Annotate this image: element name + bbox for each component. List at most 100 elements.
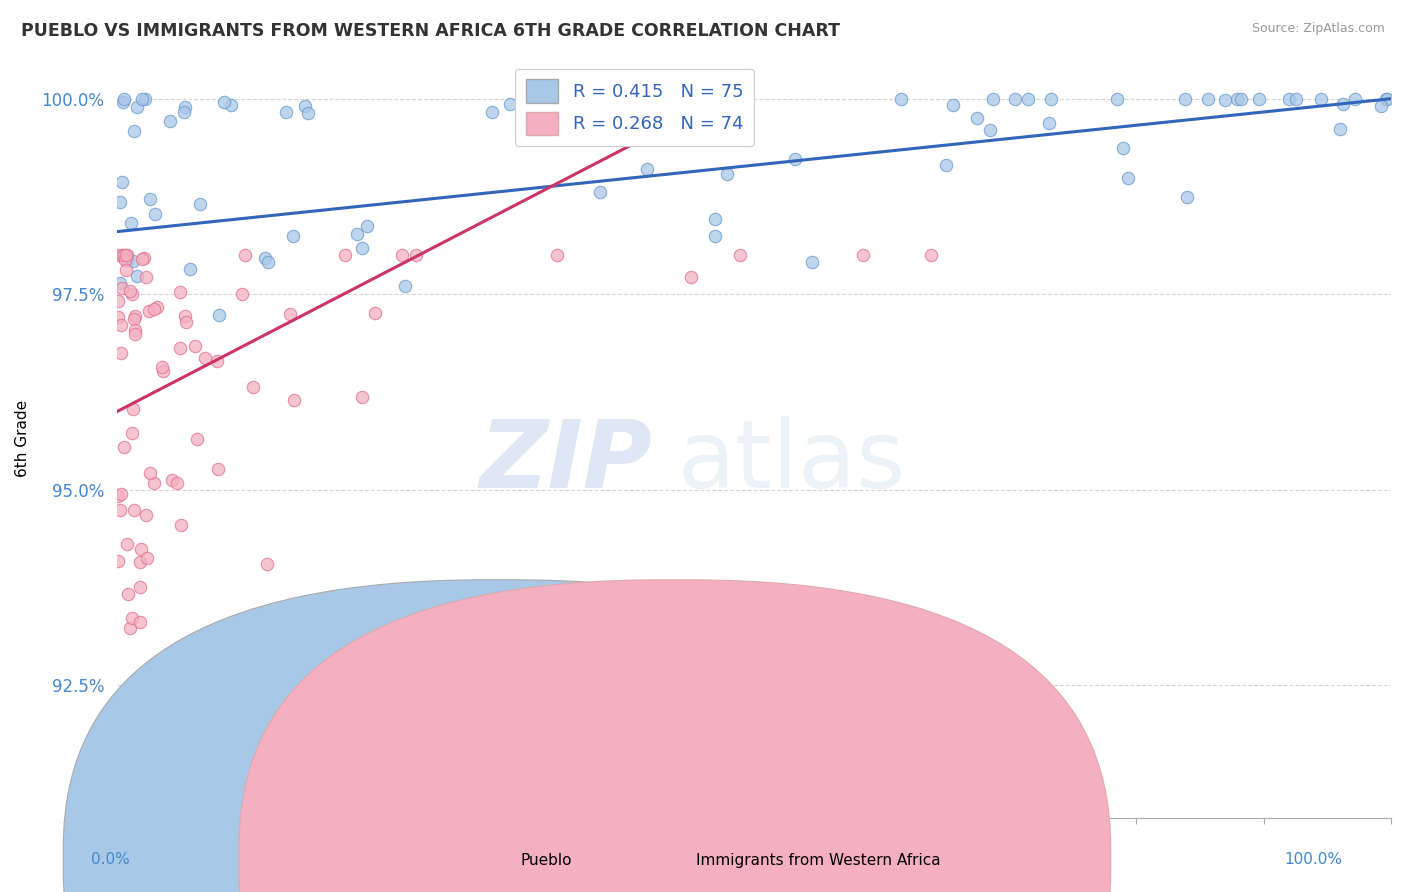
Y-axis label: 6th Grade: 6th Grade	[15, 401, 30, 477]
Point	[1225, 92, 1247, 106]
Point	[115, 248, 138, 262]
Point	[1175, 190, 1198, 204]
Point	[716, 167, 738, 181]
Point	[169, 285, 191, 300]
Point	[481, 105, 503, 120]
Point	[1247, 92, 1270, 106]
Point	[110, 175, 132, 189]
Point	[800, 255, 823, 269]
Point	[124, 323, 146, 337]
Point	[274, 104, 297, 119]
Point	[636, 161, 658, 176]
Point	[115, 248, 138, 262]
Point	[1376, 92, 1399, 106]
Point	[633, 92, 655, 106]
Point	[942, 97, 965, 112]
Point	[170, 517, 193, 532]
Point	[166, 475, 188, 490]
Point	[731, 111, 754, 125]
Text: atlas: atlas	[678, 416, 905, 508]
Point	[121, 426, 143, 441]
Point	[785, 153, 807, 167]
Point	[981, 92, 1004, 106]
Point	[135, 508, 157, 522]
Point	[159, 114, 181, 128]
Point	[117, 253, 139, 268]
Point	[142, 301, 165, 316]
Point	[1111, 140, 1133, 154]
Point	[979, 123, 1001, 137]
Point	[1369, 99, 1392, 113]
Point	[297, 105, 319, 120]
Point	[110, 276, 132, 290]
Point	[186, 432, 208, 446]
Point	[112, 92, 135, 106]
Point	[125, 269, 148, 284]
Point	[679, 269, 702, 284]
Point	[107, 293, 129, 308]
Point	[1375, 92, 1398, 106]
Point	[107, 310, 129, 324]
Point	[114, 252, 136, 267]
Point	[699, 104, 721, 119]
Point	[179, 261, 201, 276]
Point	[364, 306, 387, 320]
Text: 0.0%: 0.0%	[91, 852, 131, 867]
Point	[136, 551, 159, 566]
Text: Source: ZipAtlas.com: Source: ZipAtlas.com	[1251, 22, 1385, 36]
Point	[173, 104, 195, 119]
Point	[121, 402, 143, 417]
Point	[146, 301, 169, 315]
Point	[1173, 92, 1195, 106]
Point	[129, 580, 152, 594]
Point	[1197, 92, 1219, 106]
Point	[174, 315, 197, 329]
Point	[294, 99, 316, 113]
Point	[122, 124, 145, 138]
Point	[150, 359, 173, 374]
Point	[110, 487, 132, 501]
Point	[124, 326, 146, 341]
Point	[1039, 92, 1062, 106]
Point	[283, 229, 305, 244]
Point	[242, 379, 264, 393]
Point	[221, 98, 243, 112]
Point	[107, 489, 129, 503]
Point	[128, 555, 150, 569]
Point	[134, 252, 156, 266]
Point	[890, 92, 912, 106]
Point	[1017, 92, 1039, 106]
Point	[173, 309, 195, 323]
Point	[194, 351, 217, 366]
Point	[1105, 92, 1128, 106]
Point	[111, 95, 134, 109]
Point	[121, 286, 143, 301]
Point	[184, 339, 207, 353]
Point	[966, 111, 988, 125]
Point	[143, 207, 166, 221]
Point	[1038, 115, 1060, 129]
Point	[920, 248, 942, 262]
Point	[208, 309, 231, 323]
Point	[851, 248, 873, 262]
Point	[139, 193, 162, 207]
Point	[405, 248, 427, 262]
Point	[129, 615, 152, 630]
Point	[703, 212, 725, 227]
Point	[935, 158, 957, 172]
Point	[120, 621, 142, 635]
Point	[704, 228, 727, 243]
Text: Immigrants from Western Africa: Immigrants from Western Africa	[696, 854, 941, 868]
Point	[283, 392, 305, 407]
Point	[127, 100, 149, 114]
FancyBboxPatch shape	[63, 580, 935, 892]
Point	[546, 248, 568, 262]
Point	[1215, 93, 1237, 107]
Point	[188, 197, 211, 211]
Point	[111, 248, 134, 262]
Point	[256, 558, 278, 572]
Point	[350, 241, 373, 255]
Point	[143, 475, 166, 490]
Point	[235, 248, 257, 262]
Point	[121, 611, 143, 625]
